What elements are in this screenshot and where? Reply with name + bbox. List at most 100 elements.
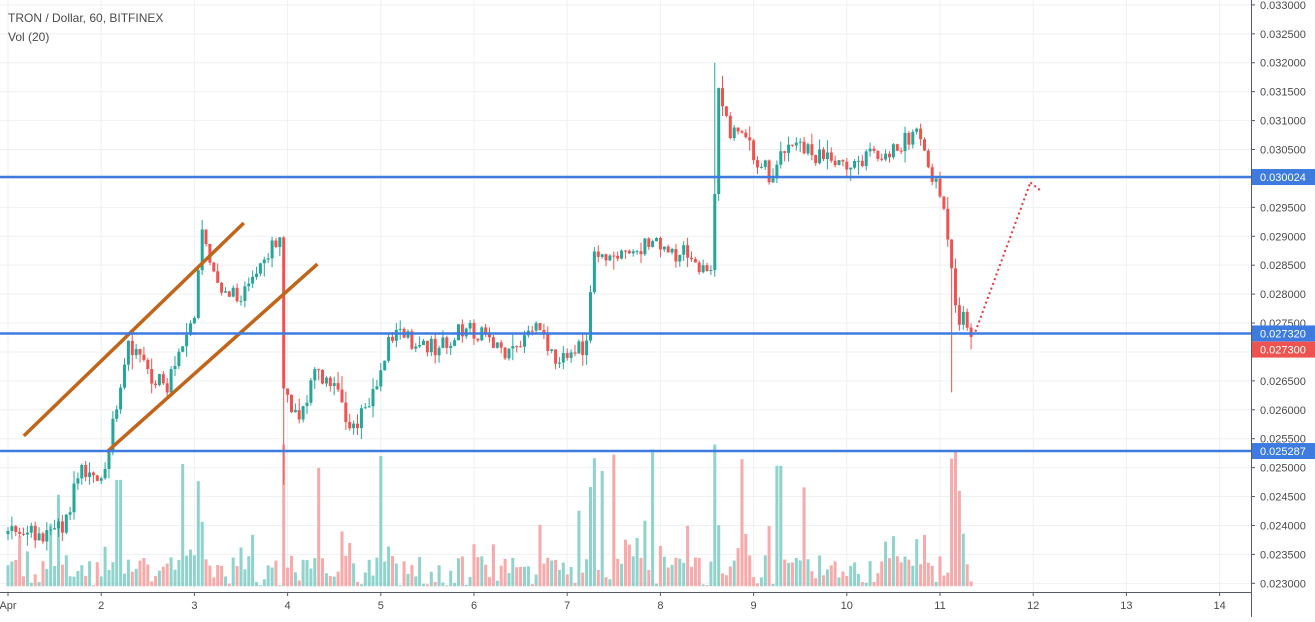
candle [957, 297, 961, 331]
candle-body [150, 369, 154, 384]
candle [146, 358, 150, 374]
volume-bar [954, 451, 957, 587]
volume-bar [822, 575, 825, 587]
candle-body [565, 353, 569, 358]
volume-bar [651, 449, 655, 587]
volume-bar [344, 555, 348, 587]
candle [759, 163, 763, 169]
volume-bar [759, 577, 763, 587]
candle [915, 127, 919, 135]
candle-body [57, 521, 60, 529]
candle [814, 154, 818, 166]
volume-bar [84, 575, 88, 587]
candle-body [25, 532, 29, 535]
candle-body [6, 531, 10, 535]
volume-bar [756, 583, 759, 587]
candle [142, 346, 146, 362]
candle-body [841, 160, 845, 162]
time-axis-label: 10 [841, 600, 853, 612]
candle [348, 413, 352, 431]
price-axis-label: 0.031000 [1260, 116, 1306, 128]
channel-trendline[interactable] [22, 221, 246, 438]
volume-bar [53, 566, 57, 587]
candle-body [220, 282, 224, 293]
candle [872, 145, 876, 154]
candle-body [255, 273, 258, 277]
candle [798, 138, 802, 153]
volume-indicator-label[interactable]: Vol (20) [8, 30, 50, 44]
volume-bar [604, 577, 608, 587]
volume-bar [934, 581, 938, 587]
volume-bar [231, 557, 235, 587]
volume-bar [682, 562, 686, 587]
candle-body [530, 330, 534, 332]
candle-body [192, 318, 196, 324]
level-price-tag-text: 0.025287 [1260, 446, 1306, 458]
candle-body [891, 144, 895, 158]
candle [693, 256, 697, 263]
volume-bar [717, 525, 721, 587]
candle-body [942, 196, 946, 209]
candle [783, 150, 787, 162]
candle [224, 287, 227, 293]
candle [10, 516, 14, 540]
candle-body [491, 337, 495, 348]
time-axis-label: 5 [378, 600, 384, 612]
volume-bar [99, 576, 103, 587]
candle [169, 366, 173, 395]
candle [317, 368, 321, 381]
price-axis-label: 0.033000 [1260, 0, 1306, 12]
candle-body [111, 418, 115, 453]
projection-line[interactable] [974, 182, 1032, 333]
candle [192, 316, 196, 324]
candle-body [604, 254, 608, 261]
candle-body [705, 265, 709, 271]
volume-bar [270, 567, 274, 587]
candle-body [422, 340, 425, 346]
candle [550, 348, 554, 354]
candle-body [208, 244, 212, 263]
candle-body [394, 329, 398, 341]
volume-bar [60, 564, 64, 587]
candle [511, 334, 515, 361]
candle [891, 143, 895, 160]
candle-body [488, 334, 491, 338]
candle [352, 420, 356, 435]
candle [678, 254, 682, 267]
candle [616, 251, 620, 262]
volume-bar [305, 560, 309, 587]
candle-body [557, 362, 561, 364]
volume-bar [227, 583, 231, 587]
candle [604, 253, 608, 267]
candle [115, 405, 119, 422]
candle [313, 366, 317, 389]
candle-body [643, 238, 647, 255]
candle [196, 267, 200, 320]
candle [771, 168, 775, 184]
volume-bar [868, 561, 872, 587]
candle-body [596, 251, 600, 257]
price-axis-label: 0.028000 [1260, 289, 1306, 301]
candle [154, 380, 158, 389]
volume-bars [6, 444, 973, 587]
candle [379, 363, 383, 392]
candle [301, 405, 305, 423]
volume-bar [624, 539, 627, 587]
candle-body [853, 161, 857, 168]
candle [724, 106, 728, 118]
candle [418, 336, 422, 349]
volume-bar [616, 558, 620, 587]
candle [519, 340, 523, 348]
last-price-tag-text: 0.027300 [1260, 345, 1306, 357]
volume-bar [433, 582, 437, 587]
volume-bar [907, 559, 911, 587]
candle [585, 332, 589, 365]
candle-body [825, 152, 829, 159]
candle-body [806, 144, 810, 154]
candle [138, 348, 142, 363]
volume-bar [942, 575, 946, 587]
channel-trendline[interactable] [105, 262, 319, 454]
symbol-title[interactable]: TRON / Dollar, 60, BITFINEX [8, 11, 164, 25]
